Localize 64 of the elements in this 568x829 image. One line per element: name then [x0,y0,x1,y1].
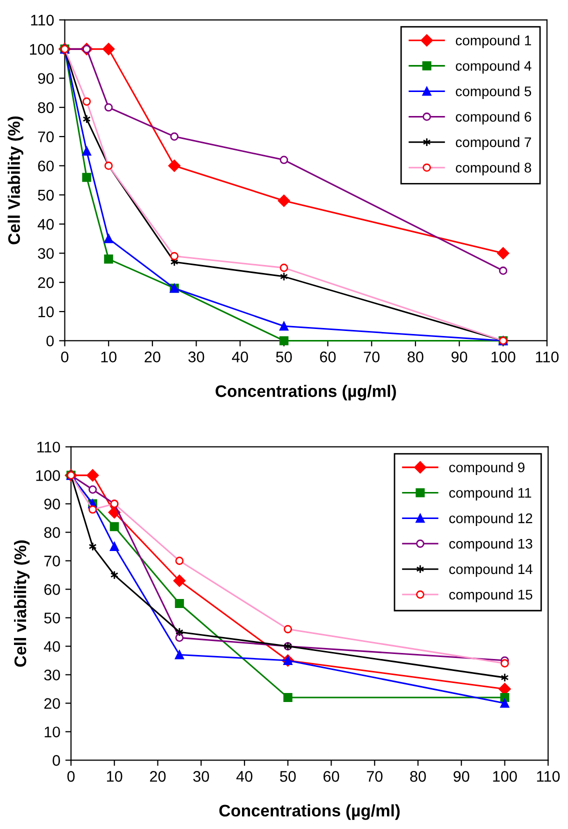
legend-label: compound 9 [449,462,524,476]
y-tick-label: 20 [44,698,60,709]
legend-label: compound 8 [456,162,532,176]
y-tick-label: 60 [38,160,54,172]
x-tick-label: 40 [236,771,252,782]
y-tick-label: 110 [37,442,60,453]
y-tick-label: 80 [38,102,54,114]
x-tick-label: 40 [232,352,248,362]
legend-label: compound 6 [456,112,532,124]
y-axis-title: Cell Viability (%) [8,116,24,244]
x-tick-label: 80 [408,352,424,362]
x-tick-label: 0 [61,352,68,362]
x-tick-label: 70 [364,352,380,362]
y-tick-label: 30 [44,670,60,680]
y-tick-label: 0 [52,755,60,766]
x-tick-label: 110 [537,771,560,782]
x-tick-label: 50 [280,771,296,782]
x-tick-label: 70 [366,771,383,782]
legend-label: compound 4 [456,60,532,74]
y-tick-label: 80 [44,527,60,538]
x-tick-label: 20 [144,352,160,362]
y-tick-label: 90 [38,73,54,84]
y-tick-label: 100 [36,470,60,482]
x-tick-label: 10 [101,352,116,362]
y-tick-label: 70 [38,131,54,142]
x-axis-title: Concentrations (µg/ml) [216,384,396,400]
x-tick-label: 30 [193,771,210,782]
x-tick-label: 100 [492,352,516,362]
x-tick-label: 110 [536,352,559,362]
y-tick-label: 50 [44,612,60,624]
y-tick-label: 30 [38,248,54,259]
x-tick-label: 80 [410,771,426,782]
y-tick-label: 70 [44,556,60,566]
x-tick-label: 90 [452,352,468,362]
legend-label: compound 15 [449,589,532,602]
y-tick-label: 20 [38,277,54,288]
x-tick-label: 90 [454,771,470,782]
y-tick-label: 100 [30,44,54,55]
x-axis-title: Concentrations (µg/ml) [219,804,400,820]
y-axis-title: Cell viability (%) [14,540,30,667]
legend-label: compound 11 [449,488,532,501]
x-tick-label: 0 [67,771,75,782]
legend-label: compound 1 [456,35,532,48]
legend-label: compound 14 [449,564,532,577]
x-tick-label: 60 [324,771,340,782]
y-tick-label: 60 [44,584,60,595]
x-tick-label: 50 [276,352,292,362]
legend-label: compound 12 [449,513,532,526]
x-tick-label: 10 [107,771,122,782]
y-tick-label: 40 [38,218,54,230]
y-tick-label: 40 [44,641,60,652]
legend-label: compound 7 [456,136,532,150]
y-tick-label: 0 [46,336,54,346]
x-tick-label: 20 [150,771,166,782]
x-tick-label: 100 [493,771,517,782]
legend-label: compound 13 [449,538,532,552]
x-tick-label: 30 [188,352,204,362]
legend-label: compound 5 [456,86,532,100]
y-tick-label: 90 [44,498,60,510]
y-tick-label: 110 [31,14,54,26]
x-tick-label: 60 [320,352,336,362]
y-tick-label: 10 [44,726,60,738]
y-tick-label: 50 [38,190,54,201]
y-tick-label: 10 [38,306,54,318]
